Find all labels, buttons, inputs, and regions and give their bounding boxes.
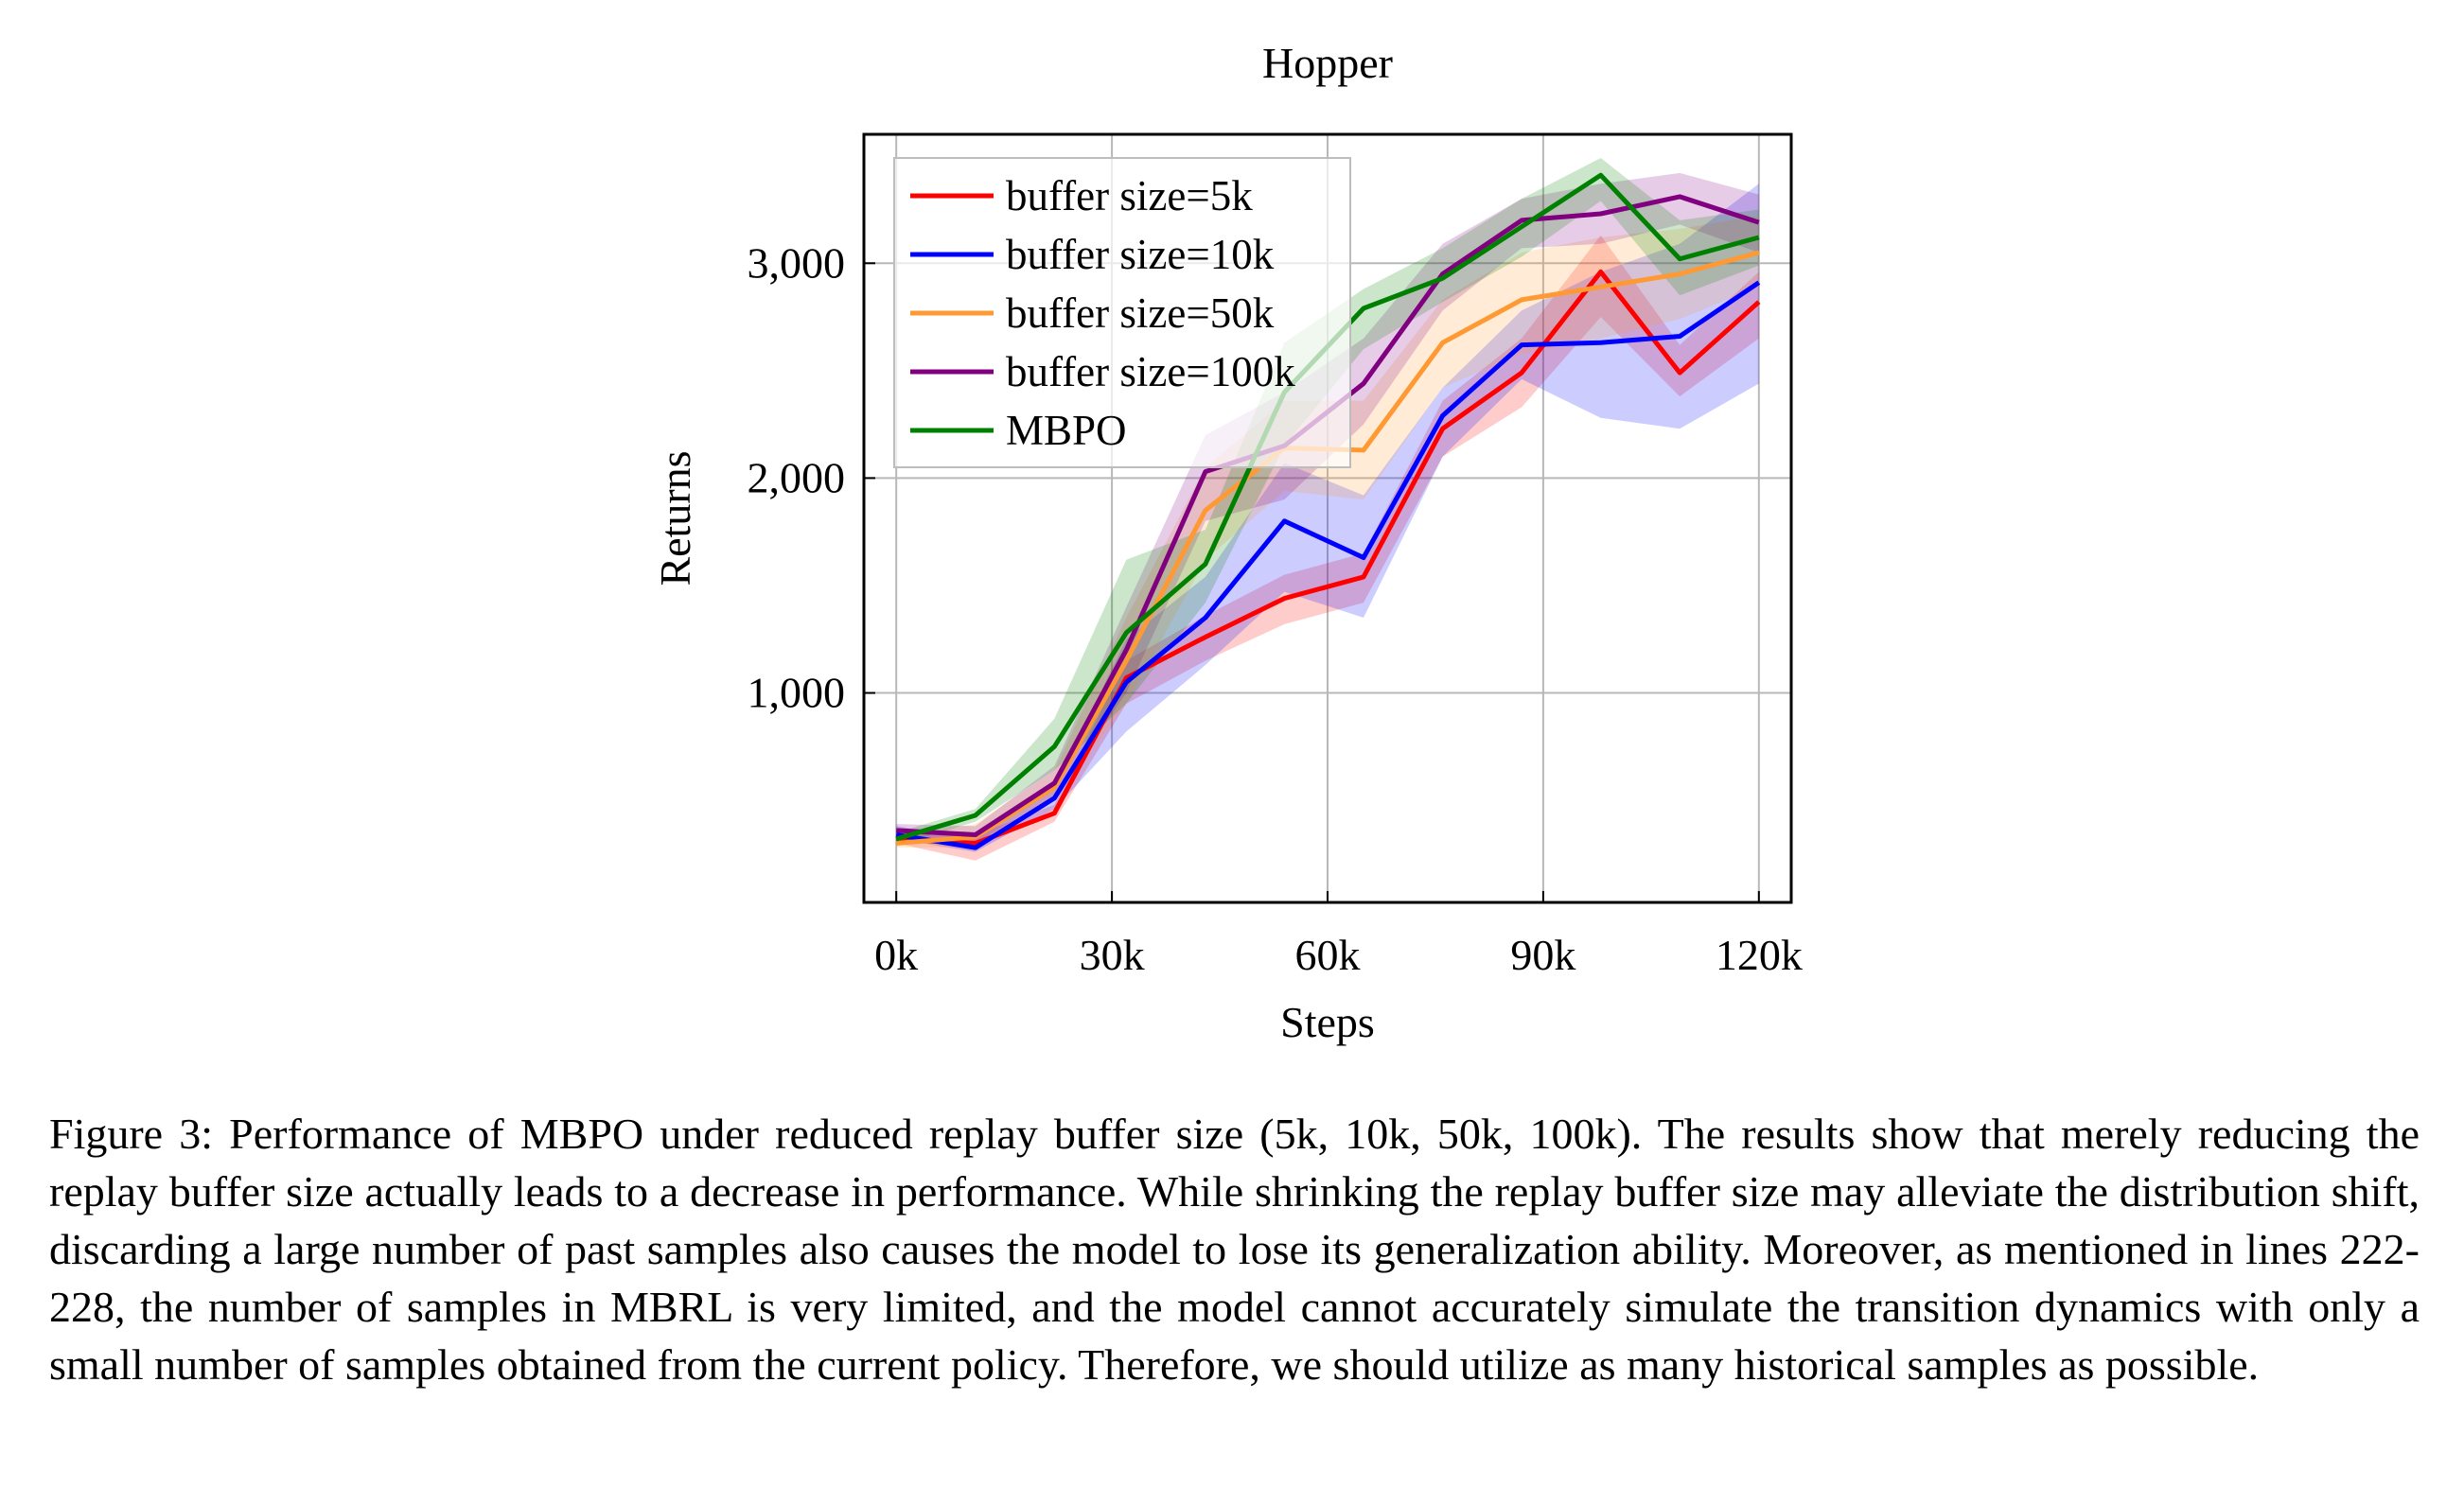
figure-caption: Figure 3: Performance of MBPO under redu…: [49, 1110, 2420, 1389]
y-tick-label: 1,000: [748, 669, 846, 717]
y-axis-label: Returns: [651, 450, 699, 586]
legend-entry: buffer size=50k: [1006, 289, 1275, 337]
line-buffer-size-5k: [896, 269, 1761, 846]
returns-chart: Hopper 0k 30k 60k 90k 120k 1,000 2,000 3,000 St…: [651, 39, 1803, 1046]
line-buffer-size-10k: [895, 280, 1761, 850]
x-tick-label: 60k: [1295, 931, 1361, 979]
y-tick-label: 2,000: [748, 453, 846, 501]
y-tick-label: 3,000: [748, 238, 846, 287]
legend-entry: buffer size=100k: [1006, 348, 1295, 395]
axis-ticks: 0k 30k 60k 90k 120k 1,000 2,000 3,000: [748, 238, 1803, 979]
legend-entry: MBPO: [1006, 407, 1127, 454]
legend: buffer size=5k buffer size=10k buffer size…: [893, 157, 1351, 468]
legend-entry: buffer size=10k: [1006, 231, 1275, 278]
chart-title: Hopper: [1262, 39, 1393, 87]
legend-entry: buffer size=5k: [1006, 172, 1253, 219]
x-tick-label: 90k: [1510, 931, 1575, 979]
x-tick-label: 30k: [1080, 931, 1145, 979]
x-axis-label: Steps: [1280, 998, 1375, 1046]
x-tick-label: 120k: [1716, 931, 1803, 979]
x-tick-label: 0k: [874, 931, 918, 979]
